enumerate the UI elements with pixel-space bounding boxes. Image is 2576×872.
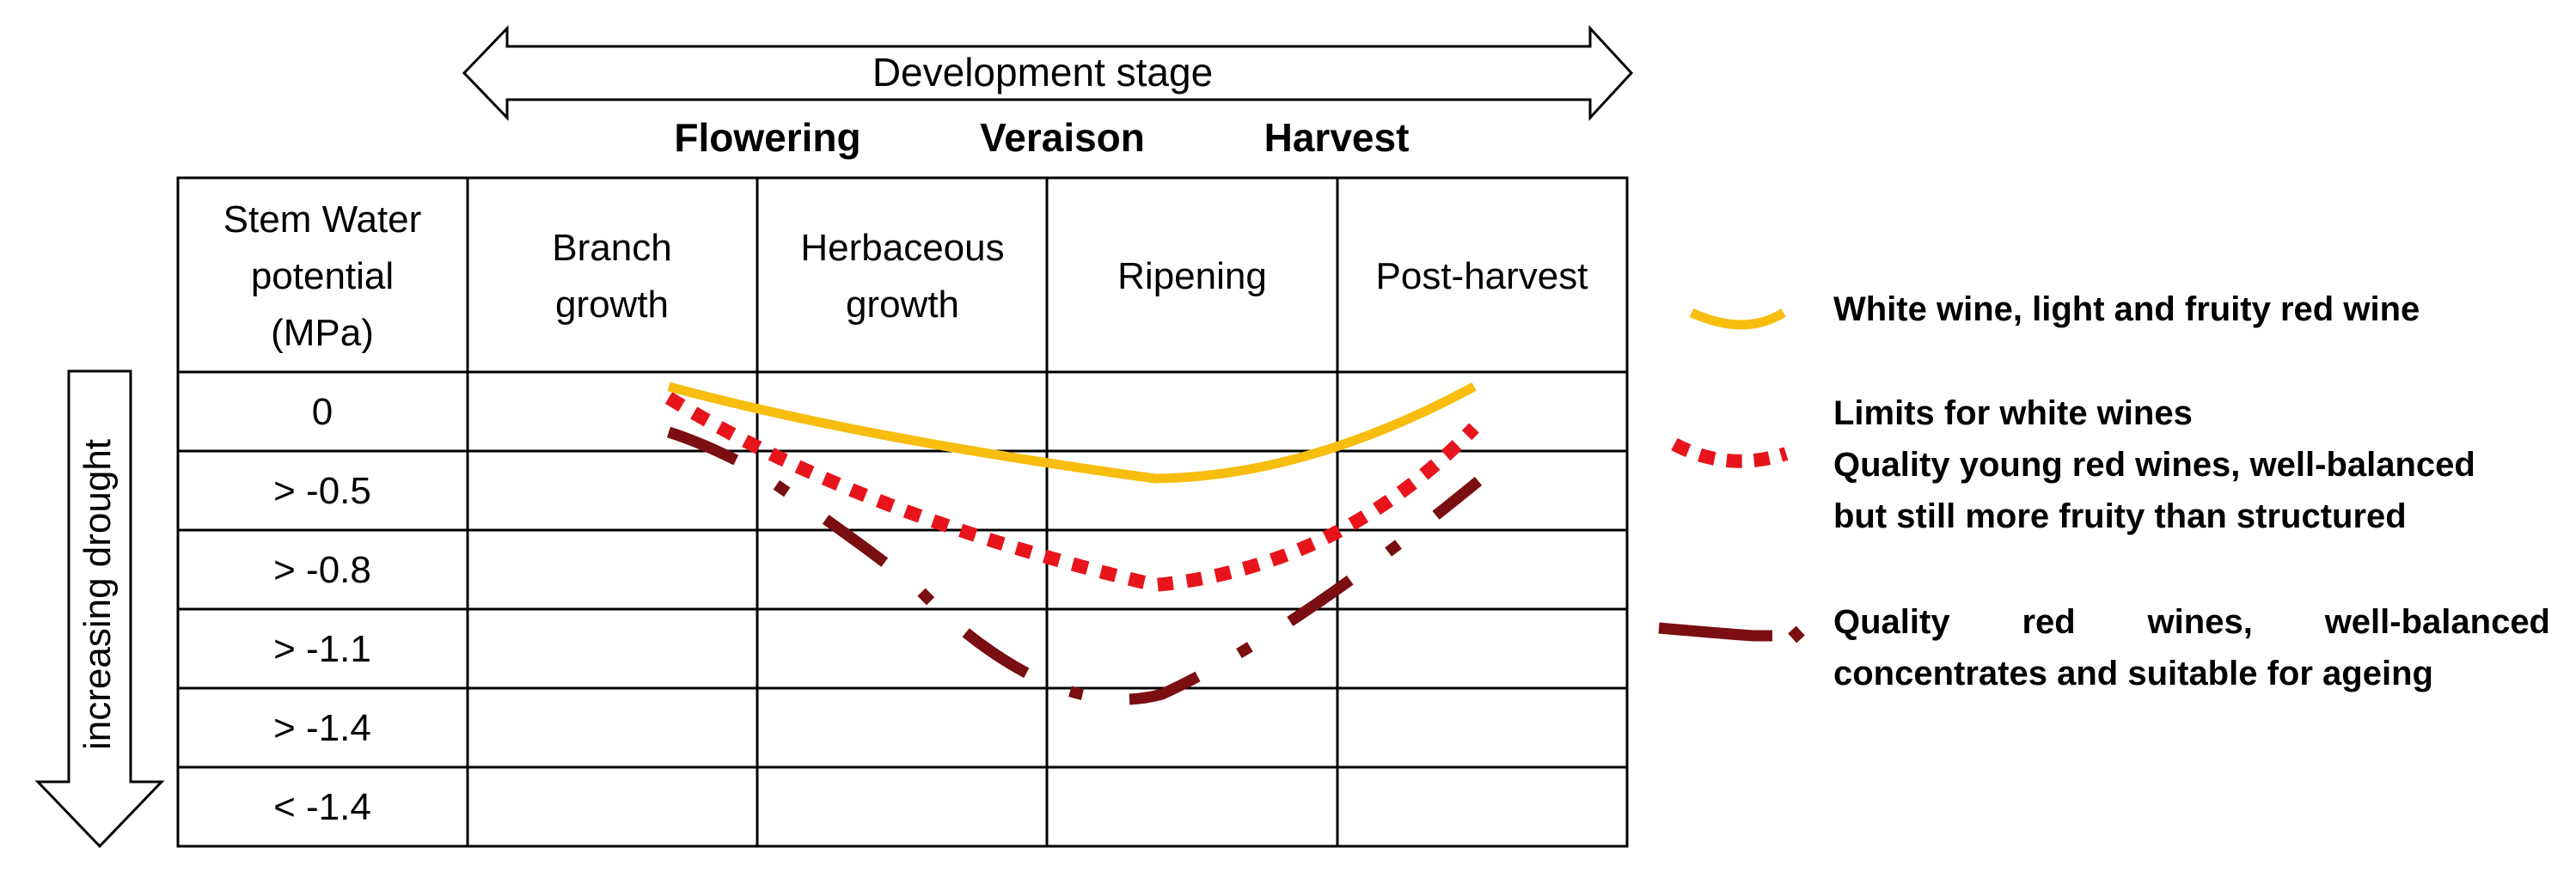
potential-minus-0-8: > -0.8: [273, 549, 371, 591]
stage-branch-growth-line-1: Branch: [552, 227, 671, 269]
stage-branch-growth-line-2: growth: [555, 284, 669, 326]
development-stage-label: Development stage: [872, 50, 1213, 95]
increasing-drought-arrow: [34, 369, 165, 849]
table-grid: [176, 176, 1629, 848]
potential-minus-1-4: > -1.4: [273, 707, 371, 749]
milestone-flowering: Flowering: [674, 115, 860, 160]
milestone-veraison: Veraison: [980, 115, 1145, 160]
stage-herbaceous-growth-line-1: Herbaceous: [800, 227, 1004, 269]
potential-minus-0-5: > -0.5: [273, 470, 371, 512]
stage-ripening: Ripening: [1117, 255, 1267, 297]
legend-white-wine-symbol: [1689, 308, 1786, 330]
legend-young-red-wine: Limits for white wines Quality young red…: [1833, 387, 2475, 542]
legend-young-red-line-2: Quality young red wines, well-balanced: [1833, 446, 2475, 484]
curve-quality-red-wines: [667, 426, 1483, 705]
stage-herbaceous-growth-line-2: growth: [846, 284, 959, 326]
potential-0: 0: [312, 391, 333, 433]
corner-label-line-2: potential: [251, 255, 394, 297]
stage-post-harvest: Post-harvest: [1376, 255, 1588, 297]
legend-young-red-symbol: [1671, 437, 1789, 468]
increasing-drought-label: increasing drought: [76, 439, 119, 750]
table-border: [176, 176, 1629, 848]
potential-minus-1-1: > -1.1: [273, 628, 371, 670]
legend-quality-red-wine: Quality red wines, well-balanced concent…: [1833, 596, 2550, 699]
legend-young-red-line-3: but still more fruity than structured: [1833, 497, 2407, 535]
milestone-harvest: Harvest: [1264, 115, 1410, 160]
potential-less-1-4: < -1.4: [273, 786, 371, 828]
legend-white-wine: White wine, light and fruity red wine: [1833, 284, 2420, 335]
curve-white-wines: [667, 381, 1477, 484]
legend-quality-red-line-1: Quality red wines, well-balanced: [1833, 603, 2550, 641]
development-stage-arrow: [462, 25, 1634, 121]
curve-young-red-wines: [664, 392, 1479, 593]
legend-quality-red-line-2: concentrates and suitable for ageing: [1833, 655, 2433, 692]
corner-label-line-1: Stem Water: [223, 198, 422, 241]
corner-label-line-3: (MPa): [271, 312, 374, 354]
legend-young-red-line-1: Limits for white wines: [1833, 394, 2193, 432]
legend-white-line-1: White wine, light and fruity red wine: [1833, 290, 2420, 328]
legend-quality-red-symbol-dot: [1788, 625, 1805, 643]
legend-quality-red-symbol: [1658, 622, 1772, 642]
